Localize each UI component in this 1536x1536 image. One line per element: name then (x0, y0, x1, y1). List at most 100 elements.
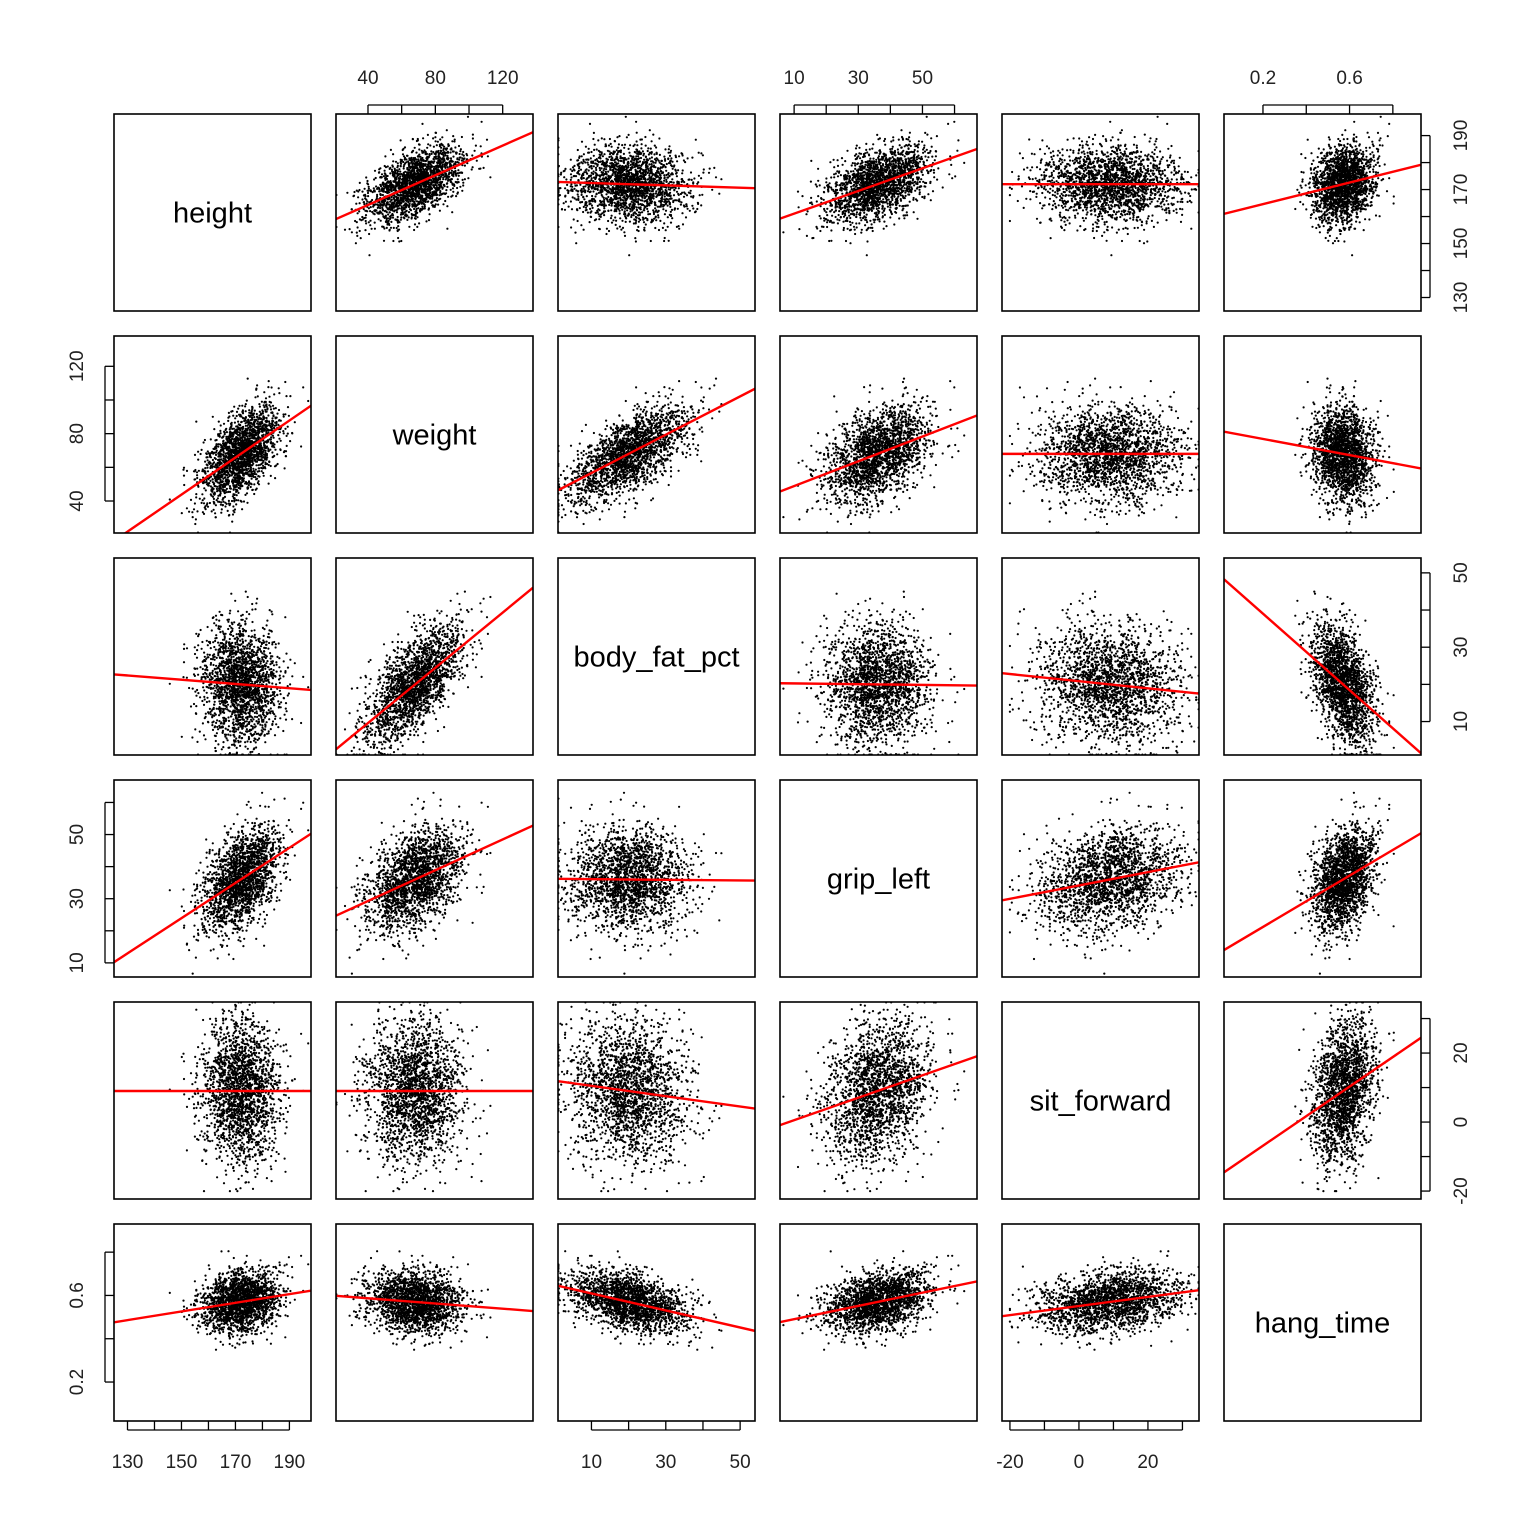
data-point (873, 221, 875, 223)
data-point (609, 138, 611, 140)
data-point (582, 159, 584, 161)
data-point (689, 210, 691, 212)
data-point (631, 214, 633, 216)
data-point (637, 158, 639, 160)
data-point (868, 153, 870, 155)
data-point (691, 179, 693, 181)
data-point (583, 153, 585, 155)
data-point (636, 144, 638, 146)
data-point (582, 196, 584, 198)
data-point (665, 179, 667, 181)
data-point (564, 209, 566, 211)
data-point (615, 224, 617, 226)
data-point (571, 189, 573, 191)
data-point (462, 182, 464, 184)
data-point (575, 199, 577, 201)
data-point (436, 178, 438, 180)
data-point (632, 188, 634, 190)
data-point (683, 159, 685, 161)
data-point (583, 206, 585, 208)
data-point (655, 146, 657, 148)
data-point (429, 213, 431, 215)
data-point (655, 162, 657, 164)
data-point (645, 223, 647, 225)
data-point (420, 164, 422, 166)
data-point (404, 176, 406, 178)
diagonal-label-height: height (173, 198, 252, 230)
data-point (380, 194, 382, 196)
data-point (640, 191, 642, 193)
data-point (617, 179, 619, 181)
data-point (613, 150, 615, 152)
data-point (801, 195, 803, 197)
data-point (665, 210, 667, 212)
data-point (654, 145, 656, 147)
data-point (616, 227, 618, 229)
data-point (481, 121, 483, 123)
data-point (688, 178, 690, 180)
data-point (446, 182, 448, 184)
data-point (620, 173, 622, 175)
data-point (357, 226, 359, 228)
data-point (408, 175, 410, 177)
data-point (672, 200, 674, 202)
data-point (367, 192, 369, 194)
data-point (651, 200, 653, 202)
data-point (608, 175, 610, 177)
data-point (382, 226, 384, 228)
data-point (424, 207, 426, 209)
data-point (420, 178, 422, 180)
data-point (703, 168, 705, 170)
data-point (599, 161, 601, 163)
data-point (651, 140, 653, 142)
data-point (397, 194, 399, 196)
data-point (368, 221, 370, 223)
data-point (819, 215, 821, 217)
panel-height-vs-body_fat_pct (557, 114, 755, 311)
data-point (654, 181, 656, 183)
data-point (573, 218, 575, 220)
data-point (600, 190, 602, 192)
data-point (573, 188, 575, 190)
data-point (625, 202, 627, 204)
data-point (590, 161, 592, 163)
data-point (926, 134, 928, 136)
data-point (431, 196, 433, 198)
data-point (673, 189, 675, 191)
data-point (865, 219, 867, 221)
data-point (637, 155, 639, 157)
data-point (418, 177, 420, 179)
data-point (471, 154, 473, 156)
data-point (355, 242, 357, 244)
data-point (678, 155, 680, 157)
data-point (610, 217, 612, 219)
data-point (377, 207, 379, 209)
data-point (375, 177, 377, 179)
data-point (957, 139, 959, 141)
data-point (447, 157, 449, 159)
data-point (446, 175, 448, 177)
data-point (664, 195, 666, 197)
data-point (900, 129, 902, 131)
data-point (416, 168, 418, 170)
data-point (658, 160, 660, 162)
data-point (452, 135, 454, 137)
data-point (442, 163, 444, 165)
data-point (671, 198, 673, 200)
data-point (450, 157, 452, 159)
data-point (618, 202, 620, 204)
data-point (406, 219, 408, 221)
data-point (406, 183, 408, 185)
data-point (669, 155, 671, 157)
data-point (654, 227, 656, 229)
data-point (587, 187, 589, 189)
data-point (445, 162, 447, 164)
data-point (367, 195, 369, 197)
data-point (600, 213, 602, 215)
data-point (626, 214, 628, 216)
data-point (346, 192, 348, 194)
data-point (836, 170, 838, 172)
data-point (416, 164, 418, 166)
data-point (700, 152, 702, 154)
